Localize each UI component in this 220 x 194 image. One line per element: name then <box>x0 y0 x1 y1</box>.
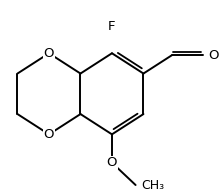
Text: O: O <box>44 128 54 141</box>
Text: CH₃: CH₃ <box>141 178 164 191</box>
Text: O: O <box>208 49 219 62</box>
Text: O: O <box>44 47 54 60</box>
Text: F: F <box>108 20 116 33</box>
Text: O: O <box>107 156 117 169</box>
